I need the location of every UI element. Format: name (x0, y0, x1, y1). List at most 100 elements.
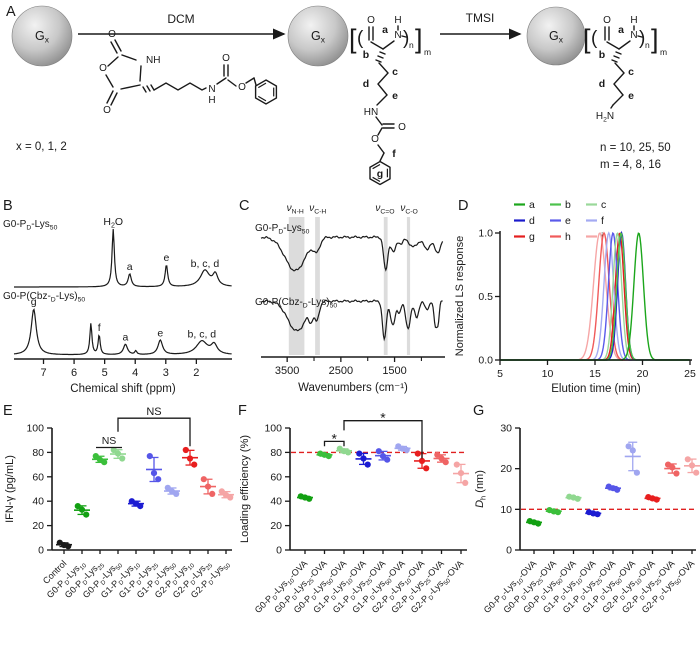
gpc-curve-g (500, 232, 690, 361)
data-point (535, 520, 542, 527)
amine-polymer-structure (604, 25, 643, 109)
x-tick-label: 5 (102, 367, 108, 379)
x-tick-label: 25 (684, 368, 696, 380)
peak-label: H2O (103, 216, 123, 230)
data-point (364, 461, 371, 468)
benzene-ring (369, 160, 391, 186)
bracket: ( (357, 28, 364, 49)
peak-label: g (31, 296, 37, 308)
data-point (438, 455, 445, 462)
data-point (462, 479, 469, 486)
data-point (418, 457, 426, 464)
subscript-m: m (660, 47, 667, 57)
subscript-m: m (424, 47, 431, 57)
ir-band (288, 217, 305, 355)
ftir-trace (260, 299, 443, 342)
x-tick-label: 1500 (382, 365, 406, 377)
ir-band-label: νN-H (287, 203, 304, 216)
structure-label-b: b (363, 49, 369, 61)
data-point (414, 450, 421, 457)
data-point (65, 543, 72, 550)
atom-label-n: N (208, 84, 215, 95)
legend-label: g (529, 231, 535, 243)
data-point (155, 476, 162, 483)
data-point (101, 459, 108, 466)
sig-label: NS (146, 406, 161, 418)
reagent-label-dcm: DCM (167, 12, 194, 26)
data-point (457, 470, 465, 477)
data-point (442, 459, 449, 466)
panel-label-e: E (3, 403, 13, 419)
data-point (360, 455, 367, 462)
bracket: ) (639, 28, 645, 49)
sig-label: * (332, 430, 338, 446)
data-point (191, 461, 198, 468)
gpc-curve-a (500, 232, 690, 361)
nmr-trace (13, 308, 232, 356)
ir-band-label: νC=O (375, 203, 394, 216)
y-tick-label: 20 (500, 463, 512, 475)
benzene-ring (254, 79, 278, 105)
y-tick-label: 10 (500, 504, 512, 516)
data-point (423, 465, 430, 472)
gpc-curve-i (500, 232, 690, 361)
structure-label-c: c (628, 66, 634, 78)
x-tick-label: 10 (542, 368, 554, 380)
x-tick-label: 3500 (275, 365, 299, 377)
y-axis-title: Normalized LS response (454, 236, 466, 356)
x-axis-title: Chemical shift (ppm) (70, 383, 176, 395)
bracket: [ (583, 24, 591, 54)
ir-band-label: νC-O (400, 203, 417, 216)
y-tick-label: 0.0 (478, 355, 493, 367)
x-axis-title: Wavenumbers (cm⁻¹) (298, 382, 408, 394)
data-point (384, 456, 391, 463)
data-point (150, 470, 158, 477)
peak-label: e (163, 252, 169, 264)
data-point (669, 464, 676, 471)
bracket: ] (415, 24, 423, 54)
subscript-n: n (645, 40, 650, 50)
structure-label-f: f (392, 148, 396, 160)
y-tick-label: 0 (38, 545, 44, 557)
y-axis-title: IFN-γ (pg/mL) (4, 455, 16, 523)
y-tick-label: 100 (264, 423, 282, 435)
spectrum-name: G0-PD-Lys50 (255, 223, 310, 236)
benzene-double-bond (257, 82, 267, 89)
peak-label: e (157, 327, 163, 339)
bracket: ] (651, 24, 659, 54)
gpc-curve-b (500, 232, 690, 361)
data-point (146, 453, 153, 460)
data-point (574, 495, 581, 502)
panel-b-nmr: B G0-PD-Lys50 H2O a e b, c, d G0-P(Cbz-D-Lys)5… (3, 198, 232, 395)
panel-label-f: F (238, 403, 247, 419)
y-tick-label: 60 (270, 471, 282, 483)
data-point (594, 511, 601, 518)
structure-label-d: d (363, 78, 369, 90)
legend-label: b (565, 199, 571, 211)
x-tick-label: 15 (589, 368, 601, 380)
y-tick-label: 0 (506, 545, 512, 557)
atom-label-hn: HN (364, 107, 378, 118)
legend-label: e (565, 215, 571, 227)
atom-label-o: O (99, 63, 107, 74)
structure-label-d: d (599, 78, 605, 90)
y-tick-label: 0.5 (478, 291, 493, 303)
data-point (110, 446, 117, 454)
x-tick-label: 2500 (329, 365, 353, 377)
data-point (625, 443, 632, 450)
panel-label-b: B (3, 198, 13, 214)
ir-band (383, 217, 388, 355)
ftir-trace (260, 235, 444, 272)
sig-label: NS (102, 435, 117, 447)
y-tick-label: 1.0 (478, 228, 493, 240)
data-point (633, 469, 640, 476)
atom-label-o: O (367, 15, 375, 26)
legend-label: h (565, 231, 571, 243)
bracket: ) (403, 28, 409, 49)
y-tick-label: 0 (276, 545, 282, 557)
data-point (119, 455, 126, 462)
data-point (673, 470, 680, 477)
